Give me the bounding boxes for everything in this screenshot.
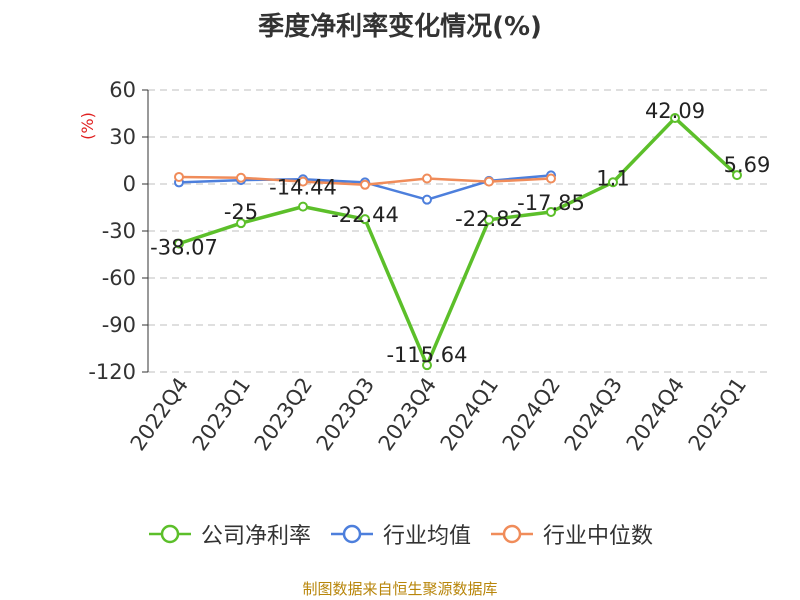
data-label: -38.07 [150, 236, 218, 260]
data-point [484, 176, 494, 187]
x-tick-label: 2025Q1 [684, 373, 751, 455]
data-point [298, 201, 308, 212]
x-tick-label: 2024Q1 [436, 373, 503, 455]
series-line [178, 116, 739, 367]
data-point [360, 179, 370, 190]
legend-marker-icon [491, 524, 533, 544]
legend-item[interactable]: 行业均值 [329, 518, 471, 550]
data-label: 1.1 [596, 166, 629, 190]
data-label: 5.69 [724, 153, 771, 177]
y-tick-label: -60 [102, 266, 136, 290]
data-point [732, 170, 742, 181]
data-label: -25 [224, 200, 258, 224]
data-point [236, 172, 246, 183]
legend-item[interactable]: 公司净利率 [147, 518, 311, 550]
data-label-layer: -38.07-25 -14.44 -22.44 -115.64 -22.82-17.85… [150, 99, 770, 367]
x-tick-label: 2024Q4 [622, 373, 689, 455]
data-point [546, 206, 556, 217]
data-label: -22.44 [331, 203, 399, 227]
y-tick-label: 60 [109, 78, 136, 102]
legend-label: 行业均值 [382, 524, 471, 549]
data-point [360, 214, 370, 225]
data-point [422, 194, 432, 205]
y-tick-label: -30 [102, 219, 136, 243]
y-axis-label: (%) [78, 112, 97, 140]
data-label: -14.44 [269, 176, 337, 200]
series-layer [174, 113, 742, 371]
legend-label: 公司净利率 [200, 524, 311, 549]
y-tick-label: -90 [102, 313, 136, 337]
data-label: -17.85 [517, 191, 585, 215]
data-point [546, 173, 556, 184]
data-point [298, 176, 308, 187]
data-point [608, 177, 618, 188]
legend: 公司净利率 行业均值 行业中位数 [0, 518, 800, 550]
x-tick-label: 2022Q4 [126, 373, 193, 455]
y-tick-label: -120 [88, 360, 136, 384]
data-label: -22.82 [455, 207, 523, 231]
x-tick-label: 2023Q2 [250, 373, 317, 455]
data-point [484, 214, 494, 225]
data-point [236, 218, 246, 229]
legend-item[interactable]: 行业中位数 [489, 518, 653, 550]
data-point [670, 113, 680, 124]
x-tick-label: 2024Q2 [498, 373, 565, 455]
source-note: 制图数据来自恒生聚源数据库 [302, 580, 498, 598]
axis-layer: 60300-30-60-90-120(%)2022Q42023Q12023Q22… [78, 78, 751, 455]
data-point [174, 171, 184, 182]
data-label: 42.09 [645, 99, 705, 123]
x-tick-label: 2024Q3 [560, 373, 627, 455]
x-tick-label: 2023Q3 [312, 373, 379, 455]
x-tick-label: 2023Q4 [374, 373, 441, 455]
data-point [174, 238, 184, 249]
y-tick-label: 30 [109, 125, 136, 149]
data-label: -115.64 [386, 343, 467, 367]
data-point [422, 360, 432, 371]
grid-layer [148, 89, 768, 373]
legend-label: 行业中位数 [543, 524, 654, 549]
x-tick-label: 2023Q1 [188, 373, 255, 455]
y-tick-label: 0 [123, 172, 136, 196]
chart-title: 季度净利率变化情况(%) [258, 12, 542, 42]
data-point [422, 173, 432, 184]
legend-marker-icon [330, 524, 373, 544]
legend-marker-icon [148, 524, 191, 544]
